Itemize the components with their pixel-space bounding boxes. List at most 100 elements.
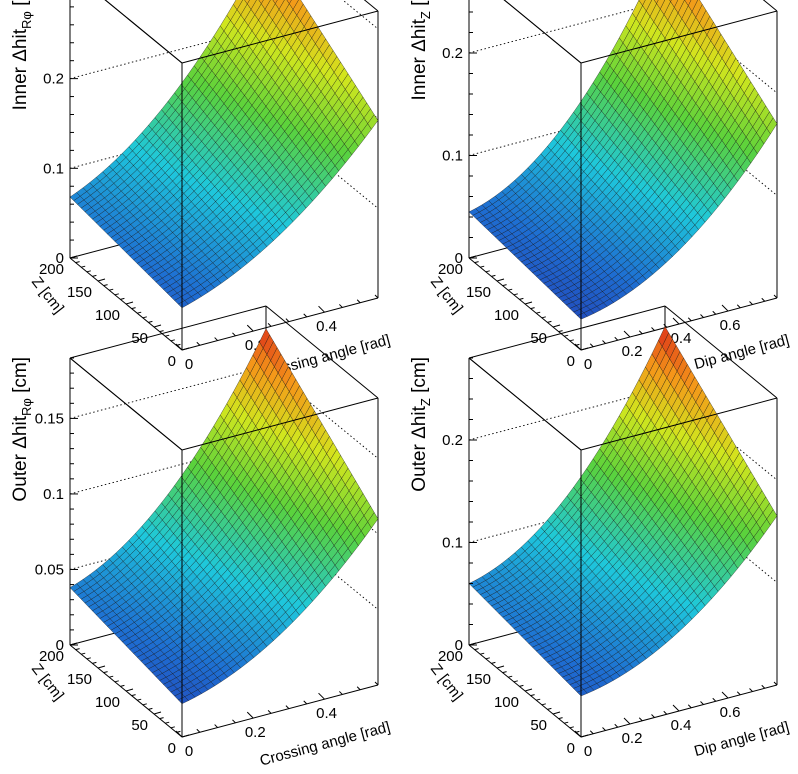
y-tick-label: 0: [168, 353, 176, 370]
x-tick: [721, 691, 729, 699]
y-tick: [142, 316, 147, 319]
y-tick: [86, 657, 91, 660]
surface-cell: [367, 114, 379, 130]
y-tick-label: 150: [466, 671, 491, 688]
surface-cell: [244, 0, 250, 5]
y-tick: [541, 316, 546, 319]
y-tick: [552, 711, 561, 715]
x-tick: [638, 330, 643, 335]
y-tick: [75, 261, 80, 264]
x-tick: [623, 717, 631, 725]
y-tick: [558, 330, 563, 333]
y-tick: [114, 293, 119, 296]
x-tick: [196, 341, 201, 346]
x-tick-label: 0.4: [316, 318, 337, 335]
y-tick: [92, 274, 97, 277]
x-tick: [687, 317, 692, 322]
z-tick-label: 0: [455, 250, 463, 267]
box-edge: [181, 684, 379, 738]
y-tick: [148, 320, 153, 323]
y-tick: [564, 334, 569, 337]
y-tick: [81, 652, 86, 655]
y-tick: [474, 648, 479, 651]
x-tick: [589, 343, 594, 348]
box-edge: [104, 0, 183, 64]
y-tick: [92, 661, 97, 664]
y-tick: [569, 726, 574, 729]
box-edge: [664, 305, 778, 399]
y-tick-label: 200: [438, 261, 463, 278]
y-tick: [536, 311, 541, 314]
x-tick: [602, 727, 606, 731]
z-axis: 0 0.1 0.2 Outer ΔhitZ [cm]: [409, 357, 477, 654]
surface-cell: [653, 0, 659, 4]
x-axis-title: Crossing angle [rad]: [258, 718, 392, 769]
x-tick: [267, 323, 272, 327]
y-tick: [524, 688, 533, 692]
x-tick: [614, 336, 619, 341]
y-tick-label: 50: [131, 717, 148, 734]
box-edge: [181, 397, 379, 451]
y-tick-label: 150: [466, 284, 491, 301]
z-tick-label: 0.2: [442, 45, 463, 62]
y-tick-label: 0: [567, 353, 575, 370]
x-tick: [214, 337, 218, 341]
y-tick: [580, 347, 589, 351]
y-tick: [569, 339, 574, 342]
y-tick: [137, 311, 142, 314]
z-axis-title: Outer ΔhitZ [cm]: [409, 357, 433, 492]
x-tick: [339, 304, 343, 308]
z-axis: 00.10.20.3Inner ΔhitRφ [cm]: [10, 0, 78, 267]
surface-mesh: [69, 328, 379, 705]
y-axis-title: Z [cm]: [427, 661, 466, 704]
y-tick-label: 200: [39, 261, 64, 278]
y-tick: [69, 642, 78, 646]
z-tick-label: 0.1: [442, 148, 463, 165]
y-tick: [496, 665, 505, 669]
z-tick-label: 0: [56, 637, 64, 654]
y-tick: [491, 274, 496, 277]
x-tick: [672, 704, 680, 712]
y-tick: [81, 265, 86, 268]
x-tick-label: 0.2: [622, 343, 643, 360]
box-edge: [580, 397, 778, 451]
x-tick-label: 0.6: [720, 704, 741, 721]
z-axis-title-subscript: Z: [418, 11, 433, 19]
y-tick: [558, 717, 563, 720]
z-tick-label: 0.2: [442, 432, 463, 449]
y-tick: [125, 688, 134, 692]
y-tick: [480, 652, 485, 655]
x-tick: [232, 332, 236, 337]
y-tick: [75, 648, 80, 651]
z-axis-title-unit: [cm]: [409, 0, 430, 11]
x-tick: [773, 294, 778, 299]
y-tick: [496, 278, 505, 282]
box-edge: [104, 0, 183, 64]
x-tick: [246, 324, 254, 332]
x-tick-label: 0.4: [316, 705, 337, 722]
z-axis-title-subscript: Z: [418, 398, 433, 406]
x-tick: [589, 730, 594, 735]
y-tick: [109, 288, 114, 291]
x-tick: [712, 310, 717, 315]
y-tick: [519, 297, 524, 300]
y-tick: [468, 255, 477, 259]
z-axis-title-subscript: Rφ: [19, 398, 34, 416]
box-edge: [468, 357, 582, 451]
y-tick: [485, 657, 490, 660]
x-axis-title: Dip angle [rad]: [692, 718, 791, 760]
x-tick-label: 0.2: [245, 724, 266, 741]
y-tick-label: 200: [438, 648, 463, 665]
z-axis-title: Outer ΔhitRφ [cm]: [10, 357, 34, 502]
y-tick: [176, 343, 181, 346]
surface-cell: [258, 0, 264, 5]
x-tick: [651, 327, 655, 331]
y-tick: [114, 680, 119, 683]
x-tick: [761, 297, 766, 302]
